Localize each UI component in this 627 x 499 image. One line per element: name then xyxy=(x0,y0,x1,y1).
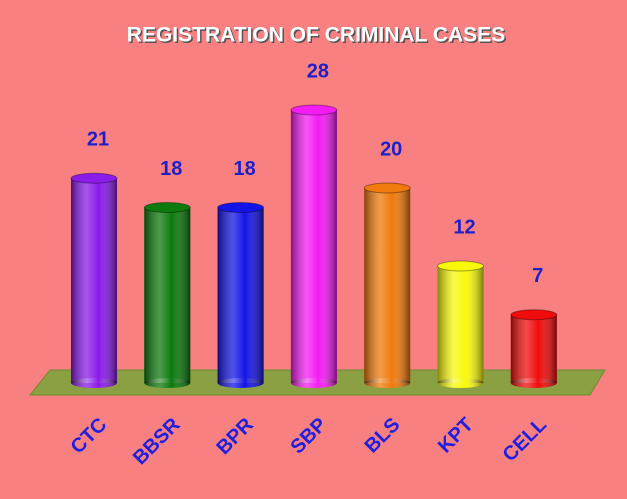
chart-title: REGISTRATION OF CRIMINAL CASES xyxy=(127,24,505,47)
value-label: 28 xyxy=(307,60,329,82)
bar-bottom-shade xyxy=(437,378,484,388)
bar-top xyxy=(363,182,411,194)
bar-top xyxy=(217,202,265,213)
value-label: 7 xyxy=(532,265,543,287)
value-label: 21 xyxy=(87,129,109,151)
bar-top xyxy=(510,309,558,321)
bar-bottom-shade xyxy=(71,378,117,388)
bar-bottom-shade xyxy=(364,378,411,388)
bar-shade xyxy=(437,266,484,383)
bar-shade xyxy=(290,110,337,383)
chart-title-shadow: REGISTRATION OF CRIMINAL CASES xyxy=(128,25,506,48)
value-label: 18 xyxy=(233,158,255,180)
bar-shade xyxy=(217,207,264,383)
value-label: 20 xyxy=(380,138,402,160)
bar-top xyxy=(290,104,338,116)
bar-top xyxy=(143,202,191,213)
bar-bottom-shade xyxy=(290,378,337,388)
bar-shade xyxy=(364,188,411,383)
bar-bottom-shade xyxy=(144,378,191,388)
value-label: 12 xyxy=(453,216,475,238)
bar-bottom-shade xyxy=(510,378,557,388)
bar-top xyxy=(437,260,484,272)
bar-top xyxy=(70,172,118,184)
bar-bottom-shade xyxy=(217,378,264,388)
value-label: 18 xyxy=(160,158,182,180)
bar-shade xyxy=(144,207,191,383)
bar-shade xyxy=(71,178,117,383)
bar-shade xyxy=(510,314,557,383)
